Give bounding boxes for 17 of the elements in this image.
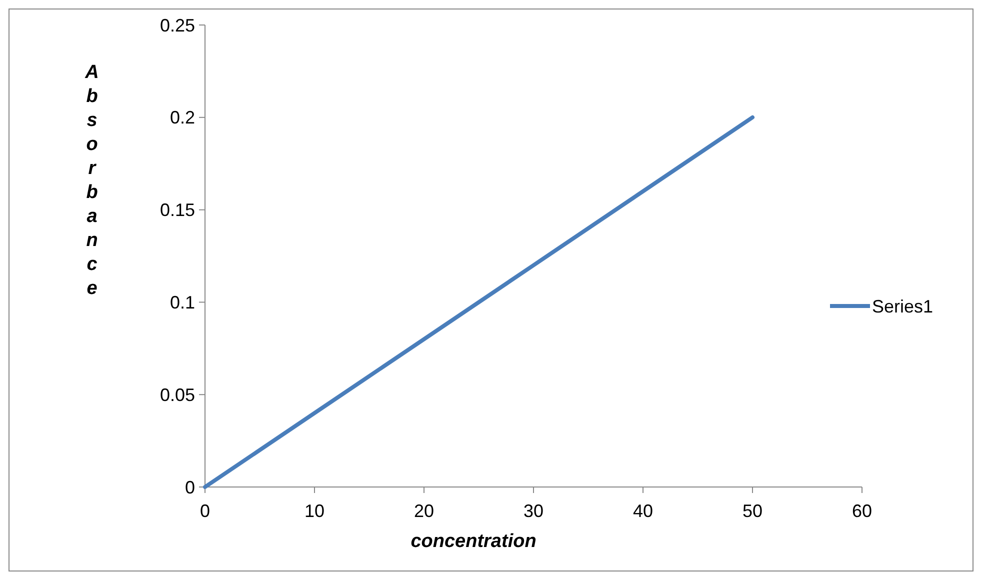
y-tick-label: 0.1 [170, 292, 195, 312]
x-axis-title: concentration [410, 531, 536, 552]
y-tick-label: 0.2 [170, 108, 195, 128]
x-tick-label: 30 [523, 501, 544, 521]
y-tick-label: 0.05 [160, 384, 195, 405]
x-tick-label: 0 [200, 501, 210, 521]
x-tick-label: 50 [742, 501, 763, 521]
y-tick-label: 0 [184, 477, 195, 498]
x-tick-label: 10 [304, 501, 325, 521]
text: Absorbance [85, 62, 99, 299]
line-series [203, 115, 754, 489]
legend-label: Series1 [872, 296, 934, 316]
x-tick-label: 40 [632, 501, 654, 521]
y-tick-label: 0.15 [160, 200, 195, 220]
x-tick-label: 60 [852, 501, 872, 521]
x-tick-label: 20 [414, 501, 434, 521]
y-tick-label: 0.25 [160, 15, 195, 36]
